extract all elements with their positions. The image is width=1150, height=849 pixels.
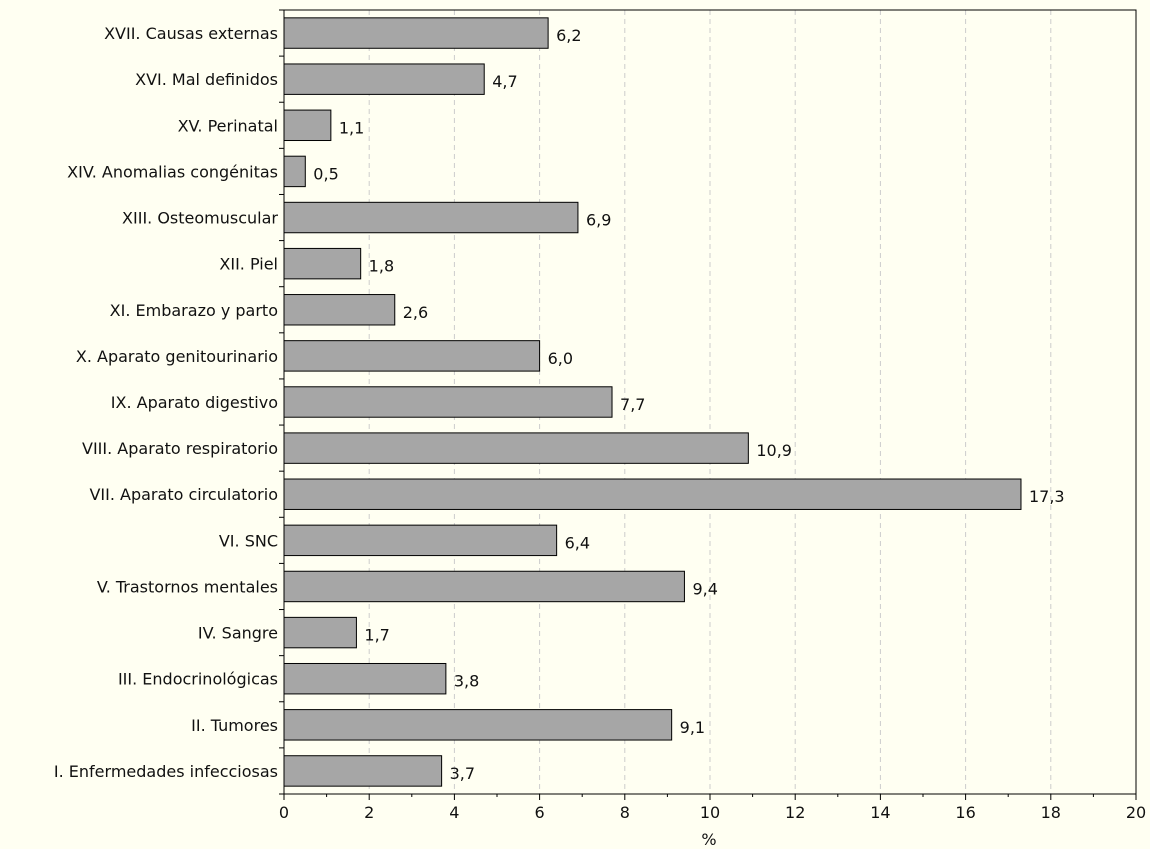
category-label-5: XII. Piel: [219, 255, 278, 274]
bar-15: [283, 709, 673, 741]
x-axis-title: %: [701, 830, 716, 849]
category-label-9: VIII. Aparato respiratorio: [82, 439, 278, 458]
category-label-1: XVI. Mal definidos: [135, 70, 278, 89]
value-label-10: 17,3: [1029, 487, 1065, 506]
bar-13: [283, 616, 357, 649]
bar-11: [283, 524, 558, 557]
value-label-5: 1,8: [369, 257, 394, 276]
value-label-15: 9,1: [680, 718, 705, 737]
x-tick-label-10: 20: [1126, 803, 1146, 822]
bar-3: [283, 155, 306, 188]
category-label-6: XI. Embarazo y parto: [110, 301, 278, 320]
value-label-11: 6,4: [565, 533, 590, 552]
value-label-4: 6,9: [586, 211, 611, 230]
value-label-13: 1,7: [364, 626, 389, 645]
bar-10: [283, 478, 1022, 510]
x-tick-label-5: 10: [700, 803, 720, 822]
x-tick-label-8: 16: [955, 803, 975, 822]
x-tick-label-6: 12: [785, 803, 805, 822]
bar-4: [283, 201, 579, 234]
value-label-12: 9,4: [692, 579, 717, 598]
category-label-2: XV. Perinatal: [178, 116, 278, 135]
value-label-6: 2,6: [403, 303, 428, 322]
category-label-3: XIV. Anomalias congénitas: [67, 162, 278, 181]
bar-2: [283, 109, 332, 142]
value-label-14: 3,8: [454, 672, 479, 691]
bar-7: [283, 340, 541, 372]
category-label-14: III. Endocrinológicas: [118, 670, 278, 689]
value-label-1: 4,7: [492, 72, 517, 91]
value-label-9: 10,9: [756, 441, 792, 460]
value-label-8: 7,7: [620, 395, 645, 414]
x-tick-label-1: 2: [364, 803, 374, 822]
bar-0: [283, 17, 549, 49]
bar-9: [283, 432, 749, 464]
category-label-7: X. Aparato genitourinario: [76, 347, 278, 366]
bar-5: [283, 247, 362, 280]
category-label-16: I. Enfermedades infecciosas: [54, 762, 278, 781]
x-tick-label-4: 8: [620, 803, 630, 822]
category-label-0: XVII. Causas externas: [104, 24, 278, 43]
value-label-3: 0,5: [313, 164, 338, 183]
category-label-11: VI. SNC: [219, 531, 278, 550]
value-label-16: 3,7: [450, 764, 475, 783]
x-tick-label-7: 14: [870, 803, 890, 822]
category-label-4: XIII. Osteomuscular: [122, 209, 278, 228]
x-tick-label-9: 18: [1041, 803, 1061, 822]
bar-8: [283, 386, 613, 418]
bar-12: [283, 570, 685, 603]
category-label-8: IX. Aparato digestivo: [111, 393, 278, 412]
bar-14: [283, 662, 447, 695]
value-label-0: 6,2: [556, 26, 581, 45]
bar-16: [283, 755, 443, 787]
x-tick-label-0: 0: [279, 803, 289, 822]
category-label-15: II. Tumores: [191, 716, 278, 735]
x-tick-label-3: 6: [535, 803, 545, 822]
category-label-12: V. Trastornos mentales: [97, 577, 278, 596]
axes-layer: XVII. Causas externas XVI. Mal definidos X…: [54, 9, 1146, 822]
bars-layer: 6,2 4,7 1,1 0,5 6,9 1,8 2,6 6,0 7,7 10,9 17,3 6,4 9,…: [283, 17, 1065, 787]
x-tick-label-2: 4: [449, 803, 459, 822]
value-label-7: 6,0: [548, 349, 573, 368]
bar-1: [283, 63, 485, 95]
category-label-10: VII. Aparato circulatorio: [89, 485, 278, 504]
bar-6: [283, 294, 396, 326]
category-label-13: IV. Sangre: [198, 624, 278, 643]
value-label-2: 1,1: [339, 118, 364, 137]
